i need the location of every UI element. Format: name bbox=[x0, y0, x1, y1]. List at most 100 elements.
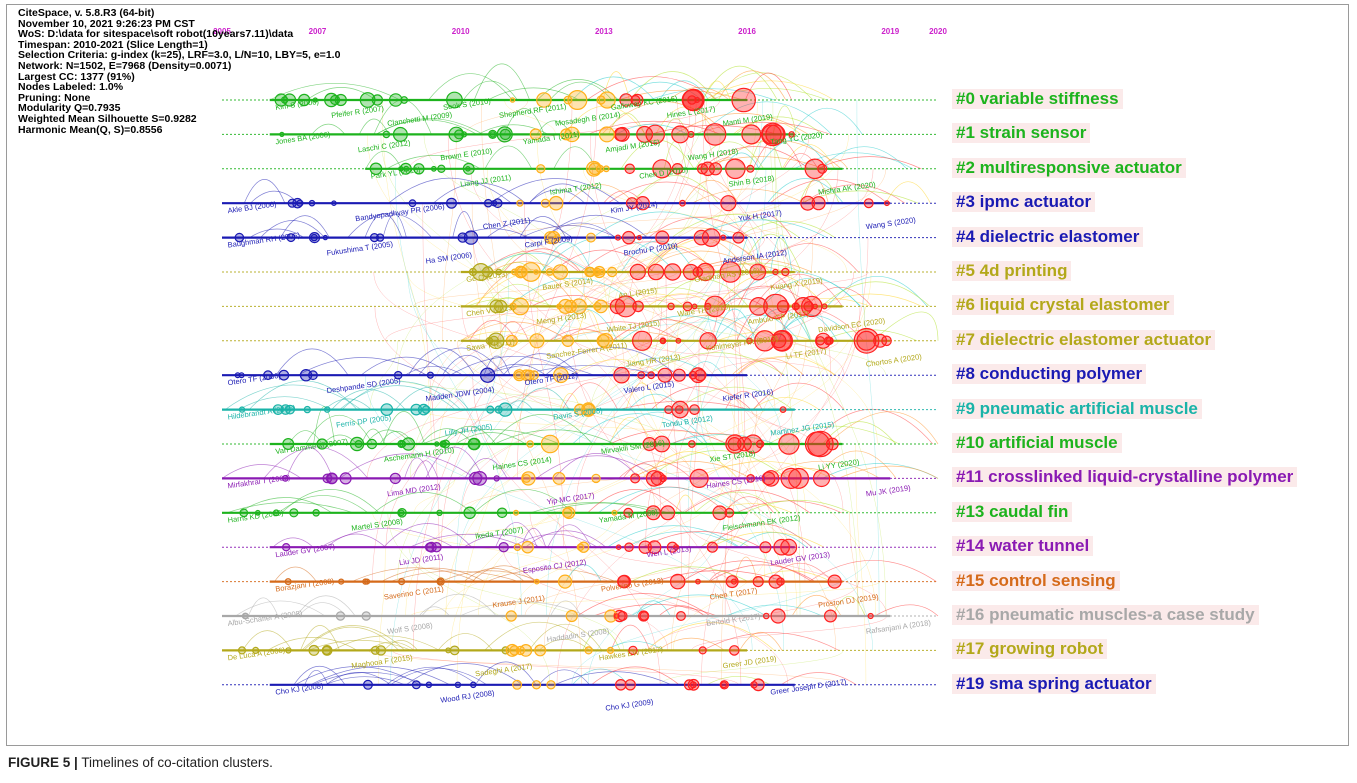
node-label: Otero TF (2006) bbox=[227, 371, 282, 387]
citation-node bbox=[647, 540, 662, 555]
citation-arc bbox=[732, 119, 801, 135]
node-label: Kuang X (2019) bbox=[770, 276, 824, 292]
year-tick-label: 2005 bbox=[213, 27, 231, 36]
citation-arc bbox=[752, 138, 803, 169]
cluster-label: #13 caudal fin bbox=[952, 501, 1073, 522]
citation-node bbox=[614, 126, 630, 142]
citation-node bbox=[361, 611, 371, 621]
node-label: Rafsanjani A (2018) bbox=[865, 618, 932, 636]
citation-arc bbox=[780, 672, 857, 686]
cross-link bbox=[478, 306, 866, 617]
cross-link bbox=[693, 306, 712, 341]
cross-link bbox=[407, 271, 873, 651]
citation-node bbox=[501, 646, 510, 655]
node-label: Ha SM (2006) bbox=[425, 250, 473, 265]
citation-node bbox=[449, 645, 460, 656]
citation-arc bbox=[618, 400, 750, 410]
citation-node bbox=[536, 164, 546, 174]
citation-node bbox=[237, 646, 247, 655]
citation-node bbox=[437, 578, 444, 585]
year-tick-label: 2013 bbox=[595, 27, 613, 36]
cluster-label: #15 control sensing bbox=[952, 570, 1120, 591]
citation-arc bbox=[463, 568, 525, 582]
citation-node bbox=[371, 94, 384, 106]
citation-node bbox=[682, 301, 693, 312]
citation-arc bbox=[694, 141, 764, 169]
citation-arc bbox=[570, 359, 664, 376]
metadata-line: Modularity Q=0.7935 bbox=[18, 102, 121, 115]
citation-arc bbox=[602, 71, 630, 101]
citation-node bbox=[827, 574, 842, 589]
citation-node bbox=[339, 472, 352, 485]
cross-link bbox=[556, 306, 861, 685]
citation-arc bbox=[495, 522, 538, 548]
citation-node bbox=[698, 646, 707, 655]
citation-arc bbox=[486, 283, 550, 307]
cluster-label: #1 strain sensor bbox=[952, 123, 1091, 144]
cross-link bbox=[444, 512, 616, 617]
citation-arc bbox=[611, 357, 710, 376]
citation-arc bbox=[607, 525, 740, 548]
citation-node bbox=[617, 610, 628, 622]
citation-node bbox=[780, 538, 798, 556]
citation-node bbox=[308, 199, 316, 207]
citation-arc bbox=[827, 275, 928, 307]
citation-node bbox=[772, 268, 779, 276]
citation-arc bbox=[706, 676, 771, 686]
citation-arc bbox=[351, 567, 477, 582]
cross-link bbox=[849, 512, 859, 617]
citation-node bbox=[611, 509, 618, 516]
citation-arc bbox=[709, 564, 816, 582]
citation-node bbox=[540, 434, 560, 454]
citation-arc bbox=[587, 489, 683, 514]
citation-node bbox=[354, 440, 363, 449]
citation-node bbox=[324, 92, 339, 108]
citation-arc bbox=[620, 139, 695, 169]
node-label: Li YY (2020) bbox=[818, 457, 861, 472]
citation-arc bbox=[483, 355, 511, 376]
citation-arc bbox=[562, 382, 619, 410]
citation-node bbox=[425, 541, 437, 553]
citation-node bbox=[687, 130, 695, 138]
citation-arc bbox=[471, 565, 536, 582]
citation-node bbox=[533, 578, 540, 585]
citation-arc bbox=[744, 499, 852, 514]
citation-node bbox=[645, 470, 663, 487]
citation-arc bbox=[802, 179, 829, 204]
citation-node bbox=[531, 680, 542, 690]
citation-node bbox=[694, 369, 707, 382]
citation-arc bbox=[421, 593, 497, 617]
citation-node bbox=[399, 162, 412, 175]
citation-arc bbox=[643, 246, 713, 273]
citation-node bbox=[312, 508, 320, 517]
citation-node bbox=[761, 471, 776, 486]
citation-arc bbox=[821, 281, 931, 307]
citation-arc bbox=[736, 500, 842, 514]
citation-node bbox=[653, 435, 671, 453]
citation-arc bbox=[615, 124, 688, 135]
citation-arc bbox=[716, 331, 813, 342]
cross-link bbox=[590, 134, 806, 582]
citation-arc bbox=[326, 533, 386, 548]
citation-arc bbox=[702, 65, 778, 101]
citation-node bbox=[725, 158, 746, 180]
citation-arc bbox=[249, 228, 305, 238]
citation-node bbox=[272, 509, 280, 517]
citation-node bbox=[552, 471, 566, 485]
citation-arc bbox=[576, 310, 603, 341]
node-label: Borazjani I (2008) bbox=[275, 576, 335, 593]
year-tick-label: 2020 bbox=[929, 27, 947, 36]
citation-node bbox=[322, 234, 329, 241]
metadata-line: Harmonic Mean(Q, S)=0.8556 bbox=[18, 123, 163, 136]
citation-node bbox=[703, 123, 727, 146]
citation-arc bbox=[521, 527, 547, 548]
citation-node bbox=[614, 295, 637, 318]
citation-node bbox=[613, 366, 630, 384]
citation-node bbox=[514, 265, 528, 279]
citation-node bbox=[338, 578, 345, 585]
citation-node bbox=[779, 406, 787, 414]
node-label: Cho KJ (2008) bbox=[275, 681, 325, 697]
citation-arc bbox=[473, 488, 574, 514]
citation-arc bbox=[312, 672, 426, 686]
citation-node bbox=[487, 332, 505, 350]
